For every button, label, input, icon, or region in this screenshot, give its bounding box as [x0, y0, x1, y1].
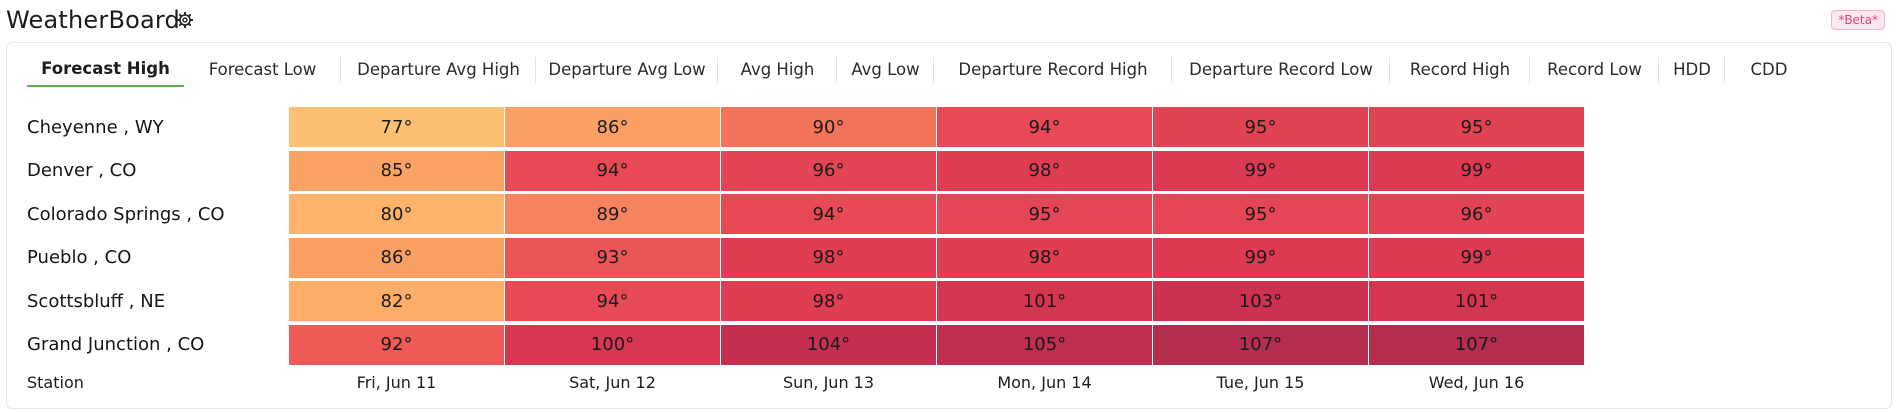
station-name: Denver , CO — [27, 160, 137, 181]
tab-label: Avg High — [740, 59, 815, 79]
temperature-cell[interactable]: 89° — [505, 194, 720, 234]
tab-departure-record-high[interactable]: Departure Record High — [934, 51, 1172, 87]
temperature-cell[interactable]: 93° — [505, 237, 720, 278]
tab-record-high[interactable]: Record High — [1390, 51, 1530, 87]
station-name: Grand Junction , CO — [27, 334, 205, 355]
table-row: Cheyenne , WY 77° 86° 90° 94° 95° 95° — [7, 107, 1887, 147]
tab-departure-avg-low[interactable]: Departure Avg Low — [536, 51, 718, 87]
station-column-label: Station — [27, 372, 84, 392]
tab-divider — [1389, 57, 1390, 83]
metric-tabs: Forecast High Forecast Low Departure Avg H… — [27, 51, 1813, 89]
tab-forecast-high[interactable]: Forecast High — [27, 51, 184, 87]
tab-cdd[interactable]: CDD — [1725, 51, 1813, 87]
table-row: Denver , CO 85° 94° 96° 98° 99° 99° — [7, 150, 1887, 191]
temperature-cell[interactable]: 85° — [289, 150, 504, 191]
dashboard-panel: Forecast High Forecast Low Departure Avg H… — [6, 42, 1892, 409]
temperature-cell[interactable]: 96° — [721, 150, 936, 191]
day-column-label: Mon, Jun 14 — [997, 372, 1092, 392]
temperature-cell[interactable]: 82° — [289, 281, 504, 321]
tab-label: Departure Avg High — [357, 59, 520, 79]
temperature-cell[interactable]: 86° — [505, 107, 720, 147]
temperature-cell[interactable]: 96° — [1369, 194, 1584, 234]
temperature-cell[interactable]: 98° — [721, 237, 936, 278]
tab-divider — [1658, 57, 1659, 83]
tab-label: Departure Record High — [958, 59, 1148, 79]
tab-avg-high[interactable]: Avg High — [718, 51, 837, 87]
day-column-label: Tue, Jun 15 — [1216, 372, 1305, 392]
temperature-cell[interactable]: 99° — [1369, 237, 1584, 278]
tab-divider — [1529, 57, 1530, 83]
temperature-cell[interactable]: 95° — [937, 194, 1152, 234]
temperature-cell[interactable]: 94° — [721, 194, 936, 234]
temperature-cell[interactable]: 95° — [1153, 107, 1368, 147]
tab-label: Record High — [1409, 59, 1511, 79]
temperature-cell[interactable]: 92° — [289, 324, 504, 365]
tab-hdd[interactable]: HDD — [1659, 51, 1725, 87]
tab-divider — [836, 57, 837, 83]
temperature-cell[interactable]: 100° — [505, 324, 720, 365]
station-name: Pueblo , CO — [27, 247, 132, 268]
day-column-label: Sat, Jun 12 — [569, 372, 656, 392]
tab-departure-record-low[interactable]: Departure Record Low — [1172, 51, 1390, 87]
table-row: Scottsbluff , NE 82° 94° 98° 101° 103° 101° — [7, 281, 1887, 321]
tab-forecast-low[interactable]: Forecast Low — [184, 51, 341, 87]
tab-divider — [933, 57, 934, 83]
day-column-label: Fri, Jun 11 — [356, 372, 437, 392]
temperature-cell[interactable]: 99° — [1153, 237, 1368, 278]
temperature-cell[interactable]: 99° — [1153, 150, 1368, 191]
temperature-cell[interactable]: 99° — [1369, 150, 1584, 191]
tab-label: Record Low — [1547, 59, 1642, 79]
temperature-cell[interactable]: 95° — [1369, 107, 1584, 147]
temperature-cell[interactable]: 105° — [937, 324, 1152, 365]
tab-divider — [1724, 57, 1725, 83]
tab-divider — [535, 57, 536, 83]
temperature-cell[interactable]: 94° — [505, 281, 720, 321]
tab-label: Forecast High — [41, 58, 170, 78]
temperature-cell[interactable]: 103° — [1153, 281, 1368, 321]
tab-avg-low[interactable]: Avg Low — [837, 51, 934, 87]
beta-badge: *Beta* — [1831, 10, 1885, 30]
table-row: Colorado Springs , CO 80° 89° 94° 95° 95° 96° — [7, 194, 1887, 234]
tab-divider — [717, 57, 718, 83]
temperature-cell[interactable]: 98° — [721, 281, 936, 321]
temperature-cell[interactable]: 101° — [1369, 281, 1584, 321]
app-header: WeatherBoard *Beta* — [0, 0, 1897, 40]
gear-icon[interactable] — [177, 12, 193, 28]
temperature-cell[interactable]: 90° — [721, 107, 936, 147]
tab-label: Forecast Low — [208, 59, 317, 79]
tab-label: Avg Low — [851, 59, 920, 79]
temperature-cell[interactable]: 104° — [721, 324, 936, 365]
app-title: WeatherBoard — [6, 6, 180, 34]
temperature-cell[interactable]: 107° — [1369, 324, 1584, 365]
temperature-cell[interactable]: 107° — [1153, 324, 1368, 365]
temperature-cell[interactable]: 94° — [505, 150, 720, 191]
table-row: Pueblo , CO 86° 93° 98° 98° 99° 99° — [7, 237, 1887, 278]
station-name: Scottsbluff , NE — [27, 290, 166, 312]
table-row: Grand Junction , CO 92° 100° 104° 105° 107° 10… — [7, 324, 1887, 365]
station-name: Cheyenne , WY — [27, 116, 164, 138]
temperature-cell[interactable]: 95° — [1153, 194, 1368, 234]
tab-label: Departure Avg Low — [548, 59, 706, 79]
tab-divider — [1171, 57, 1172, 83]
temperature-cell[interactable]: 94° — [937, 107, 1152, 147]
temperature-cell[interactable]: 80° — [289, 194, 504, 234]
temperature-cell[interactable]: 98° — [937, 150, 1152, 191]
tab-label: CDD — [1750, 59, 1788, 79]
station-name: Colorado Springs , CO — [27, 203, 225, 225]
temperature-cell[interactable]: 98° — [937, 237, 1152, 278]
tab-record-low[interactable]: Record Low — [1530, 51, 1659, 87]
temperature-cell[interactable]: 77° — [289, 107, 504, 147]
day-column-label: Wed, Jun 16 — [1428, 372, 1525, 392]
tab-label: Departure Record Low — [1189, 59, 1373, 79]
tab-label: HDD — [1673, 59, 1711, 79]
tab-divider — [340, 57, 341, 83]
temperature-cell[interactable]: 101° — [937, 281, 1152, 321]
day-column-label: Sun, Jun 13 — [782, 372, 875, 392]
tab-departure-avg-high[interactable]: Departure Avg High — [341, 51, 536, 87]
temperature-cell[interactable]: 86° — [289, 237, 504, 278]
